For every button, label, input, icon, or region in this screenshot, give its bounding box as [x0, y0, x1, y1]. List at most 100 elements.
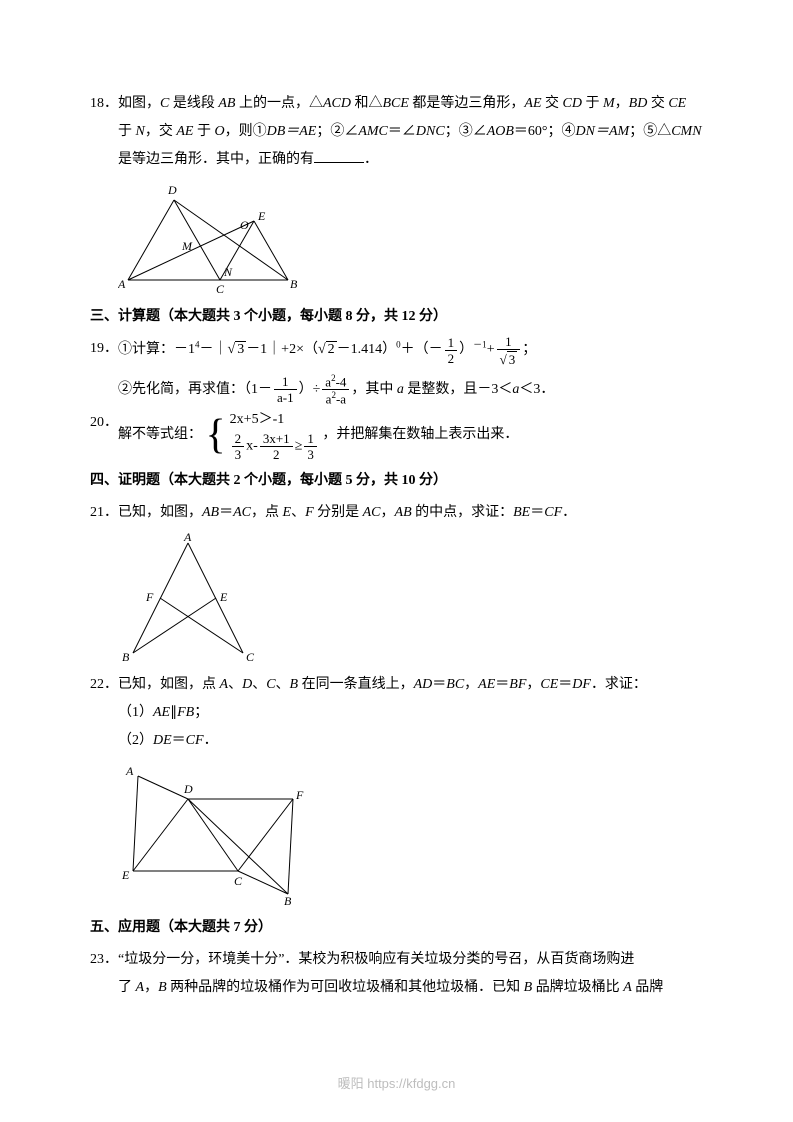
v: A: [623, 980, 632, 995]
v: AMC: [358, 124, 388, 139]
t: ．: [204, 733, 218, 748]
v: AE: [478, 677, 495, 692]
svg-text:C: C: [234, 874, 243, 888]
figure-21-svg: A B C F E: [118, 533, 258, 663]
svg-text:B: B: [290, 277, 298, 291]
q18-number: 18．: [90, 90, 118, 118]
v: DB＝AE: [267, 124, 317, 139]
t: －1｜+2×（: [246, 342, 318, 357]
figure-22: A D F E C B: [118, 761, 703, 906]
fraction: a2-4a2-a: [322, 374, 349, 406]
den: 3: [232, 447, 245, 461]
t: 于: [582, 96, 603, 111]
v: AB: [395, 505, 412, 520]
t: ≥: [295, 438, 303, 453]
den: 2: [445, 351, 458, 365]
v: F: [305, 505, 314, 520]
num: 1: [445, 336, 458, 351]
q22-number: 22．: [90, 671, 118, 699]
t: ，: [526, 677, 540, 692]
v: C: [266, 677, 275, 692]
v: DNC: [416, 124, 445, 139]
t: ＝: [219, 505, 233, 520]
v: D: [242, 677, 252, 692]
q22-sub2: （2）DE＝CF．: [90, 727, 703, 755]
t: ＝∠: [388, 124, 416, 139]
svg-text:A: A: [118, 277, 126, 291]
t: +: [487, 342, 495, 357]
t: ＝: [530, 505, 544, 520]
t: ，则①: [225, 124, 267, 139]
v: A: [220, 677, 229, 692]
answer-blank[interactable]: [314, 148, 364, 163]
t: 品牌垃圾桶比: [532, 980, 623, 995]
v: DN＝AM: [576, 124, 630, 139]
svg-text:E: E: [121, 868, 130, 882]
v: CF: [544, 505, 562, 520]
fraction: 13: [497, 335, 521, 366]
v: CD: [563, 96, 582, 111]
fraction: 12: [445, 336, 458, 365]
v: CE: [668, 96, 686, 111]
t: ②先化简，再求值：（1－: [118, 382, 272, 397]
v: BD: [629, 96, 648, 111]
svg-text:A: A: [183, 533, 192, 544]
v: BE: [513, 505, 530, 520]
v: AB: [202, 505, 219, 520]
q19-number: 19．: [90, 335, 118, 363]
den: a-1: [274, 390, 297, 404]
brace-icon: {: [206, 414, 226, 456]
num: 3x+1: [260, 432, 293, 447]
svg-text:M: M: [181, 239, 193, 253]
q19-part1: 19． ①计算：－14－｜3－1｜+2×（2－1.414）0＋（－12）－1+1…: [90, 335, 703, 366]
t: ，交: [145, 124, 177, 139]
t: 分别是: [314, 505, 363, 520]
svg-text:C: C: [216, 282, 225, 295]
t: 交: [542, 96, 563, 111]
t: ；: [522, 342, 536, 357]
t: ，点: [251, 505, 283, 520]
v: AD: [414, 677, 433, 692]
svg-text:O: O: [240, 218, 249, 232]
num: 1: [274, 375, 297, 390]
question-20: 20． 解不等式组： { 2x+5＞-1 23x-3x+12≥13 ，并把解集在…: [90, 409, 703, 460]
figure-21: A B C F E: [118, 533, 703, 663]
section-4-title: 四、证明题（本大题共 2 个小题，每小题 5 分，共 10 分）: [90, 467, 703, 495]
t: 都是等边三角形，: [409, 96, 525, 111]
question-23: 23． “垃圾分一分，环境美十分”．某校为积极响应有关垃圾分类的号召，从百货商场…: [90, 946, 703, 1002]
svg-text:B: B: [122, 650, 130, 663]
v: AC: [363, 505, 381, 520]
t: ＝: [432, 677, 446, 692]
v: CF: [186, 733, 204, 748]
t: ；: [194, 705, 208, 720]
v: DE: [153, 733, 172, 748]
sqrt-icon: 2: [318, 336, 337, 364]
t: 和△: [351, 96, 383, 111]
t: 两种品牌的垃圾桶作为可回收垃圾桶和其他垃圾桶．已知: [167, 980, 524, 995]
t: ；⑤△: [629, 124, 671, 139]
t: －｜: [200, 342, 228, 357]
v: B: [158, 980, 167, 995]
question-22: 22． 已知，如图，点 A、D、C、B 在同一条直线上，AD＝BC，AE＝BF，…: [90, 671, 703, 906]
svg-text:E: E: [257, 209, 266, 223]
q18-line1: 18． 如图，C 是线段 AB 上的一点，△ACD 和△BCE 都是等边三角形，…: [90, 90, 703, 118]
t: ．: [364, 152, 378, 167]
q23-line2: 了 A，B 两种品牌的垃圾桶作为可回收垃圾桶和其他垃圾桶．已知 B 品牌垃圾桶比…: [90, 974, 703, 1002]
v: AE: [153, 705, 170, 720]
svg-text:N: N: [223, 265, 233, 279]
brace-content: 2x+5＞-1 23x-3x+12≥13: [230, 409, 319, 460]
section-5-title: 五、应用题（本大题共 7 分）: [90, 914, 703, 942]
t: ，: [381, 505, 395, 520]
fraction: 23: [232, 432, 245, 461]
den: 2: [260, 447, 293, 461]
q22-sub1: （1）AE∥FB；: [90, 699, 703, 727]
svg-text:A: A: [125, 764, 134, 778]
t: 解不等式组：: [118, 427, 202, 442]
t: 于: [118, 124, 136, 139]
v: BC: [446, 677, 464, 692]
v: O: [214, 124, 224, 139]
expr: ①计算：－14－｜3－1｜+2×（2－1.414）0＋（－12）－1+13；: [118, 342, 536, 357]
t: ＜3．: [519, 382, 554, 397]
t: ）: [459, 342, 473, 357]
t: ；③∠: [445, 124, 487, 139]
